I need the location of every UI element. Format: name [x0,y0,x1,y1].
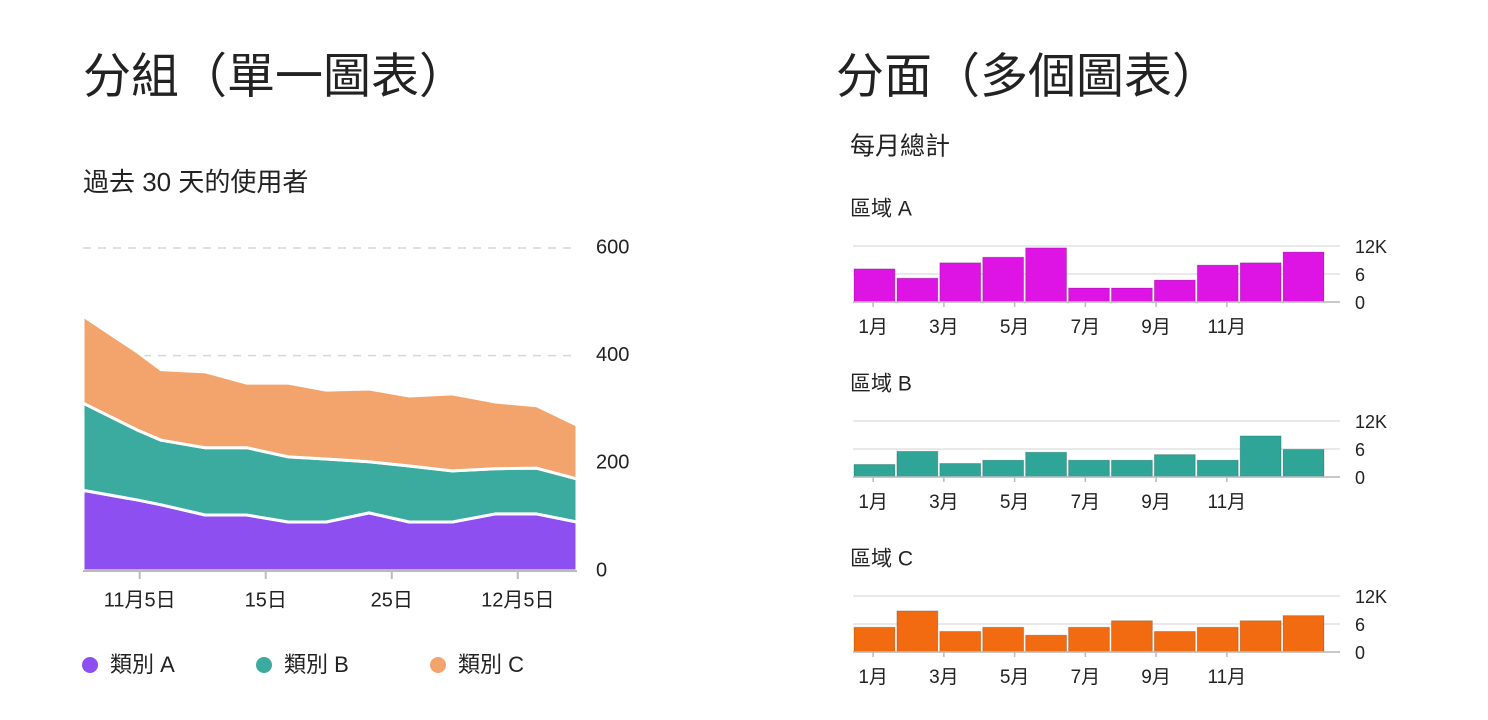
legend-swatch [430,657,446,673]
x-tick-label: 12月5日 [481,589,554,611]
bar [1025,247,1068,303]
x-tick-label: 7月 [1071,492,1101,513]
x-tick-label: 3月 [929,492,959,513]
bar [1239,620,1282,653]
y-tick-label: 200 [596,452,629,474]
y-tick-label: 0 [1355,468,1365,488]
bar [896,610,939,653]
x-tick-label: 1月 [858,492,888,513]
y-tick-label: 6 [1355,265,1365,285]
y-tick-label: 0 [1355,643,1365,663]
y-tick-label: 0 [596,559,607,581]
x-tick-label: 11月 [1207,667,1246,688]
x-tick-label: 5月 [1000,492,1030,513]
bar [1196,626,1239,653]
y-tick-label: 12K [1355,237,1387,257]
bar [1068,287,1110,303]
x-tick-label: 3月 [929,667,959,688]
chart-title: 過去 30 天的使用者 [83,167,308,197]
legend-swatch [256,657,272,673]
bar [1068,626,1110,653]
bar [1153,279,1196,303]
bar [982,256,1025,303]
x-tick-label: 11月 [1207,492,1246,513]
chart-title: 區域 C [850,548,913,571]
chart-title: 區域 B [850,373,912,396]
bar [1110,287,1153,303]
bar [1153,454,1196,478]
area [81,314,579,481]
bar [1282,448,1325,478]
x-tick-label: 11月5日 [104,589,176,611]
bar [853,626,896,653]
x-tick-label: 25日 [371,589,413,611]
chart-title: 區域 A [850,198,912,221]
bar [1239,262,1282,303]
x-tick-label: 1月 [858,667,888,688]
legend-label: 類別 C [458,652,524,677]
bar [939,262,982,303]
x-tick-label: 9月 [1141,667,1171,688]
x-tick-label: 7月 [1071,317,1101,338]
bar [853,463,896,478]
y-tick-label: 0 [1355,293,1365,313]
x-tick-label: 9月 [1141,492,1171,513]
bar [1282,615,1325,653]
bar [1282,251,1325,303]
heading: 分組（單一圖表） [83,51,467,104]
y-tick-label: 6 [1355,440,1365,460]
y-tick-label: 600 [596,236,629,258]
bar [1196,264,1239,303]
y-tick-label: 12K [1355,412,1387,432]
bar [1068,459,1110,478]
bar [1110,620,1153,653]
bar [1153,630,1196,653]
legend-label: 類別 B [284,652,349,677]
legend-label: 類別 A [110,652,175,677]
legend-swatch [82,657,98,673]
bar [982,626,1025,653]
bar [1025,451,1068,478]
x-tick-label: 7月 [1071,667,1101,688]
x-tick-label: 5月 [1000,667,1030,688]
x-tick-label: 11月 [1207,317,1246,338]
y-tick-label: 6 [1355,615,1365,635]
bar [982,459,1025,478]
bar [896,277,939,303]
heading: 分面（多個圖表） [836,51,1220,104]
x-tick-label: 3月 [929,317,959,338]
bar [853,268,896,303]
x-tick-label: 15日 [245,589,287,611]
y-tick-label: 400 [596,344,629,366]
bar [939,462,982,478]
bar [1196,459,1239,478]
bar [1110,459,1153,478]
x-tick-label: 1月 [858,317,888,338]
bar [896,450,939,478]
x-tick-label: 9月 [1141,317,1171,338]
x-tick-label: 5月 [1000,317,1030,338]
y-tick-label: 12K [1355,587,1387,607]
bar [1239,435,1282,478]
bar [939,630,982,653]
facet-title: 每月總計 [850,133,950,161]
bar [1025,634,1068,653]
